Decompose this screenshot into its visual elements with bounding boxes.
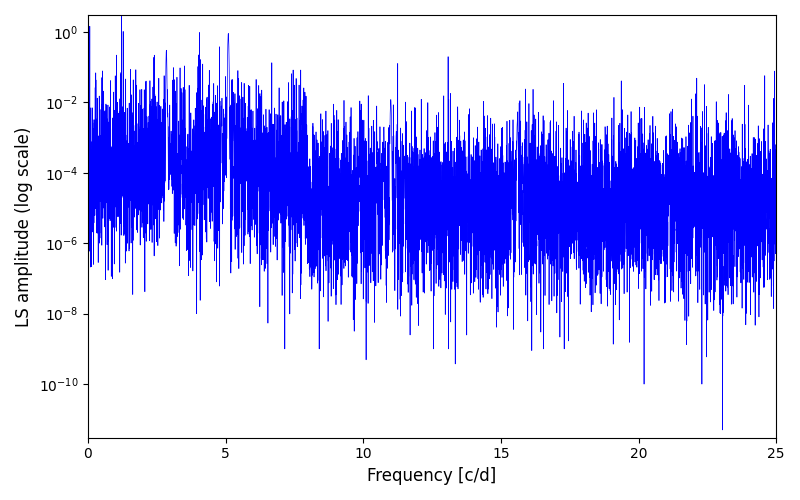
X-axis label: Frequency [c/d]: Frequency [c/d] <box>367 467 497 485</box>
Y-axis label: LS amplitude (log scale): LS amplitude (log scale) <box>15 126 33 326</box>
